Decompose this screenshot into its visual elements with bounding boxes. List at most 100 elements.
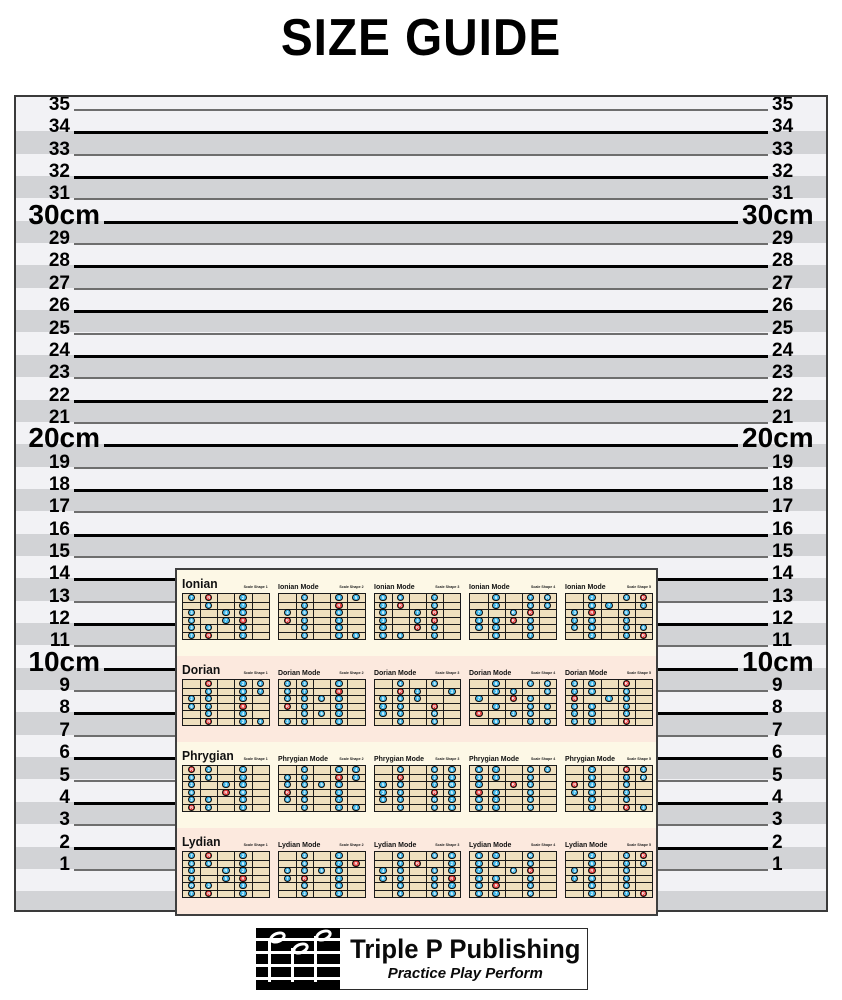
- scale-note-marker: R: [448, 781, 456, 789]
- scale-note-marker: 4: [588, 796, 596, 804]
- scale-note-marker: 5: [448, 788, 456, 796]
- scale-note-marker: 4: [300, 867, 309, 875]
- string-line: [278, 773, 365, 775]
- ruler-label-right-28: 28: [772, 250, 794, 272]
- diagram-shape-label: Scale Shape 2: [339, 585, 364, 590]
- ruler-band: [16, 488, 826, 512]
- ruler-label-right-25: 25: [772, 317, 794, 339]
- scale-note-marker: 3: [205, 695, 213, 703]
- scale-note-marker: R: [222, 867, 230, 875]
- diagram-shape-label: Scale Shape 3: [435, 671, 460, 676]
- ruler-label-left-29: 29: [48, 228, 70, 250]
- scale-note-marker: 6: [396, 594, 405, 602]
- scale-note-marker: 3: [526, 710, 535, 718]
- scale-note-marker: 5: [300, 710, 309, 718]
- string-line: [566, 609, 652, 610]
- scale-note-marker: 3: [571, 717, 579, 725]
- string-line: [470, 788, 557, 790]
- ruler-label-left-6: 6: [59, 742, 70, 764]
- scale-note-marker: 7: [413, 695, 422, 703]
- scale-note-marker: 4: [222, 609, 230, 617]
- scale-note-marker: 5: [622, 609, 630, 617]
- scale-note-marker: 6: [475, 852, 483, 860]
- ruler-band: [16, 444, 826, 467]
- ruler-label-right-20: 20cm: [742, 422, 814, 454]
- diagram-shape-label: Scale Shape 4: [531, 585, 556, 590]
- scale-note-marker: 4: [492, 859, 500, 867]
- scale-note-marker: 6: [622, 695, 630, 703]
- scale-note-marker: 4: [187, 859, 196, 867]
- diagram-header: Phrygian Mode Scale Shape 2: [278, 747, 366, 762]
- diagram-shape-label: Scale Shape 3: [435, 585, 460, 590]
- ruler-label-left-18: 18: [48, 473, 70, 495]
- ruler-band: [16, 220, 826, 244]
- diagram-shape-label: Scale Shape 2: [339, 671, 364, 676]
- scale-note-marker: 7: [335, 796, 343, 804]
- root-note-marker: R: [639, 631, 648, 639]
- diagram-header: Ionian Mode Scale Shape 4: [469, 575, 557, 590]
- string-line: [470, 773, 557, 775]
- scale-note-marker: 2: [239, 852, 247, 860]
- scale-note-marker: 7: [492, 766, 500, 774]
- ruler-label-left-30: 30cm: [28, 198, 100, 230]
- root-note-marker: R: [205, 680, 213, 688]
- string-line: [374, 773, 461, 775]
- ruler-label-right-5: 5: [772, 764, 783, 786]
- ruler-label-left-4: 4: [59, 786, 70, 808]
- root-note-marker: R: [588, 867, 596, 875]
- string-line: [183, 773, 269, 775]
- ruler-label-left-27: 27: [48, 272, 70, 294]
- string-line: [374, 631, 461, 633]
- ruler-label-left-8: 8: [59, 697, 70, 719]
- scale-note-marker: 7: [239, 601, 247, 609]
- scale-note-marker: 7: [622, 773, 630, 781]
- scale-note-marker: R: [588, 616, 596, 624]
- string-line: [566, 796, 652, 797]
- ruler-label-left-12: 12: [48, 608, 70, 630]
- string-line: [566, 803, 652, 805]
- string-line: [278, 889, 365, 891]
- scale-note-marker: 2: [239, 594, 247, 602]
- ruler-label-right-1: 1: [772, 853, 783, 875]
- scale-note-marker: 4: [239, 710, 247, 718]
- scale-note-marker: 6: [639, 624, 648, 632]
- scale-note-marker: 6: [475, 803, 483, 811]
- scale-note-marker: 7: [187, 852, 196, 860]
- string-line: [278, 788, 365, 790]
- scale-note-marker: 2: [396, 874, 405, 882]
- string-line: [566, 616, 652, 618]
- scale-note-marker: R: [475, 624, 483, 632]
- scale-note-marker: 6: [543, 702, 552, 710]
- scale-note-marker: 7: [448, 867, 456, 875]
- ruler-label-left-14: 14: [48, 563, 70, 585]
- scale-note-marker: 6: [283, 773, 292, 781]
- ruler-line: [74, 511, 768, 514]
- diagram-title: Dorian: [182, 662, 221, 677]
- ruler-line: [74, 399, 768, 403]
- ruler-label-right-23: 23: [772, 362, 794, 384]
- ruler-label-left-1: 1: [59, 853, 70, 875]
- scale-note-marker: 2: [300, 889, 309, 897]
- scale-note-marker: R: [639, 773, 648, 781]
- scale-note-marker: 6: [335, 867, 343, 875]
- ruler-label-left-35: 35: [48, 95, 70, 115]
- mode-row-dorian: Dorian Scale Shape 1 R 2 3 5 6 7 2 3 4 6 7 R 3 4 R 2 3 Dori…: [177, 656, 656, 742]
- scale-note-marker: 6: [448, 852, 456, 860]
- scale-note-marker: 6: [396, 631, 405, 639]
- string-line: [566, 702, 652, 704]
- ruler-label-right-21: 21: [772, 406, 794, 428]
- string-line: [470, 803, 557, 805]
- scale-note-marker: R: [430, 710, 439, 718]
- ruler-label-right-35: 35: [772, 95, 794, 115]
- scale-note-marker: 3: [571, 867, 579, 875]
- ruler-line: [74, 243, 768, 246]
- scale-note-marker: 7: [222, 616, 230, 624]
- scale-note-marker: 6: [492, 680, 500, 688]
- diagram-header: Lydian Mode Scale Shape 3: [374, 833, 462, 848]
- scale-note-marker: 6: [588, 773, 596, 781]
